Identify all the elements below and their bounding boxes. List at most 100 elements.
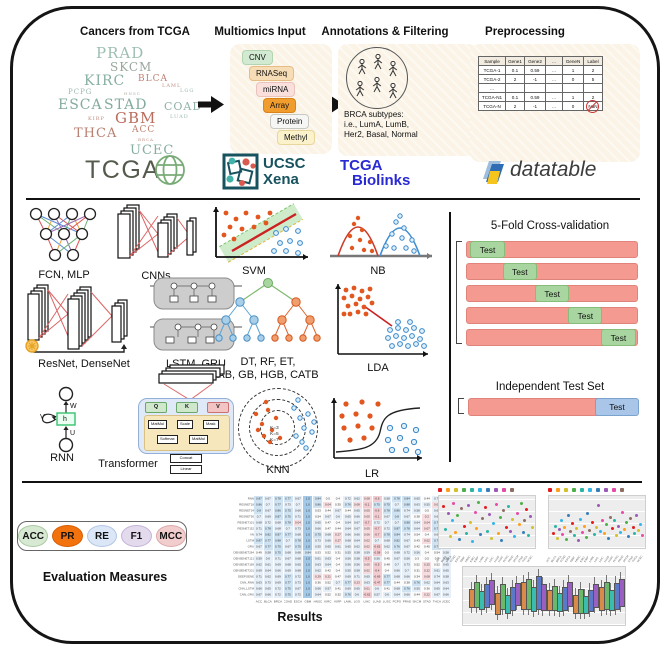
heatmap-cell: 0.64 bbox=[441, 586, 452, 592]
lda-diagram bbox=[335, 284, 428, 357]
heatmap-cell: 0.65 bbox=[412, 496, 423, 502]
scatter-dot bbox=[602, 532, 606, 536]
heatmap-cell: 0.58 bbox=[263, 550, 274, 556]
heatmap-cell: 0.64 bbox=[263, 568, 274, 574]
heatmap-cell: 0.65 bbox=[441, 568, 452, 574]
heatmap-cell: 1.0 bbox=[303, 508, 314, 514]
scatter-dot bbox=[586, 511, 590, 515]
sample-table-cell bbox=[562, 83, 584, 93]
sample-table-cell: ... bbox=[545, 101, 563, 111]
heatmap-cell: 0.71 bbox=[254, 526, 264, 532]
heatmap-cell: 0.77 bbox=[273, 502, 284, 508]
results-heatmap: RNN 0.87 0.67 0.78 0.77 0.67 1.0 0.84 0.5 0.4 0.72… bbox=[228, 496, 452, 605]
heatmap-cell: 0.67 bbox=[293, 586, 304, 592]
box bbox=[488, 579, 495, 605]
heatmap-col-label: BRCA bbox=[274, 599, 284, 605]
heatmap-cell: 0.65 bbox=[263, 586, 274, 592]
heatmap-cell: 0.78 bbox=[283, 520, 294, 526]
heatmap-cell: 0.69 bbox=[273, 574, 284, 580]
scatter-dot bbox=[489, 536, 493, 540]
heatmap-cell: 0.44 bbox=[343, 508, 353, 514]
heatmap-cell: 1.0 bbox=[303, 568, 314, 574]
legend-swatch bbox=[510, 488, 514, 492]
sample-table-cell: ... bbox=[545, 92, 563, 102]
legend-swatch bbox=[494, 488, 498, 492]
heatmap-cell: 0.58 bbox=[441, 556, 452, 562]
heatmap-cell: 0.78 bbox=[293, 538, 304, 544]
heatmap-cell: 0.65 bbox=[441, 562, 452, 568]
heatmap-cell: 0.68 bbox=[283, 550, 294, 556]
heatmap-cell: 0.65 bbox=[352, 586, 363, 592]
heatmap-cell: 0.7 bbox=[392, 502, 403, 508]
heatmap-cell: 0.69 bbox=[273, 562, 284, 568]
heatmap-cell: 0.06 bbox=[362, 532, 373, 538]
scatter-dot bbox=[574, 527, 578, 531]
results-title: Results bbox=[277, 610, 323, 624]
scatter-dot bbox=[559, 519, 563, 523]
wordcloud-word: PCPG bbox=[68, 88, 93, 96]
person-icon bbox=[354, 80, 366, 102]
heatmap-cell: 0.87 bbox=[254, 496, 264, 502]
heatmap-cell: 0.8 bbox=[254, 508, 264, 514]
heatmap-cell: -0.5 bbox=[372, 562, 383, 568]
heatmap-cell: 0.66 bbox=[392, 568, 403, 574]
scatter-dot bbox=[617, 525, 621, 529]
knn-k7-label: K=7 bbox=[270, 438, 279, 443]
heatmap-cell: 0.68 bbox=[323, 532, 334, 538]
heatmap-cell: 0.52 bbox=[412, 562, 423, 568]
cancer-wordcloud: PRAD SKCM KIRC BLCA LAML PCPG HNSC LGG ESCA STAD C… bbox=[58, 44, 233, 158]
scatter-dot bbox=[458, 537, 462, 541]
sample-table-cell: 1 bbox=[562, 65, 584, 75]
heatmap-cell: 0.08 bbox=[352, 502, 363, 508]
heatmap-cell: 0.7 bbox=[402, 568, 413, 574]
heatmap-cell: 0.67 bbox=[402, 514, 413, 520]
scatter-dot bbox=[606, 536, 610, 540]
heatmap-cell: 0.67 bbox=[352, 526, 363, 532]
scatter-dot bbox=[502, 509, 506, 512]
heatmap-cell: 0.56 bbox=[402, 556, 413, 562]
heatmap-cell: 0.27 bbox=[333, 532, 344, 538]
scatter-dot bbox=[452, 502, 456, 506]
heatmap-cell: 0.02 bbox=[422, 538, 433, 544]
independent-test-title: Independent Test Set bbox=[495, 381, 605, 393]
heatmap-cell: 0.78 bbox=[263, 526, 274, 532]
heatmap-cell: 0.56 bbox=[412, 550, 423, 556]
heatmap-cell: 0.7 bbox=[293, 502, 304, 508]
heatmap-cell: -0.62 bbox=[362, 592, 373, 598]
heatmap-col-label: KIRC bbox=[324, 599, 334, 605]
transformer-label: Transformer bbox=[98, 458, 158, 470]
heatmap-cell: 0.84 bbox=[402, 496, 413, 502]
scatter-dot bbox=[565, 537, 569, 541]
heatmap-cell: 0.77 bbox=[283, 496, 294, 502]
heatmap-cell: 0.71 bbox=[293, 514, 304, 520]
heatmap-cell: 0.65 bbox=[313, 520, 324, 526]
heatmap-cell: -0.58 bbox=[372, 550, 383, 556]
heatmap-cell: 0.77 bbox=[263, 538, 274, 544]
heatmap-cell: 1.0 bbox=[303, 544, 314, 550]
heatmap-cell: 0.68 bbox=[293, 550, 304, 556]
person-icon bbox=[387, 82, 399, 104]
header-multiomics: Multiomics Input bbox=[214, 26, 306, 38]
heatmap-cell: 0.23 bbox=[352, 580, 363, 586]
heatmap-cell: 0.31 bbox=[412, 568, 423, 574]
wordcloud-word: LGG bbox=[180, 88, 195, 94]
heatmap-cell: 0.75 bbox=[283, 586, 294, 592]
heatmap-cell: 0.86 bbox=[313, 502, 324, 508]
legend-swatch bbox=[596, 488, 600, 492]
legend-swatch bbox=[612, 488, 616, 492]
heatmap-cell: 0.67 bbox=[402, 544, 413, 550]
scatter-dot bbox=[491, 522, 495, 525]
heatmap-cell: 0.63 bbox=[362, 580, 373, 586]
sample-table-cell: 2 bbox=[505, 101, 525, 111]
heatmap-col-label: SKCM bbox=[412, 599, 423, 605]
heatmap-cell: 0.4 bbox=[382, 568, 393, 574]
heatmap-cell: 0.3 bbox=[412, 556, 423, 562]
scatter-dot bbox=[454, 531, 458, 535]
scatter-dot bbox=[505, 526, 509, 530]
heatmap-cell: 0.73 bbox=[293, 580, 304, 586]
heatmap-cell: 0.56 bbox=[343, 562, 353, 568]
heatmap-cell: 0.29 bbox=[313, 574, 324, 580]
cnns-diagram bbox=[117, 204, 197, 259]
v-box: V bbox=[207, 402, 229, 413]
scatter-dot bbox=[515, 511, 519, 515]
